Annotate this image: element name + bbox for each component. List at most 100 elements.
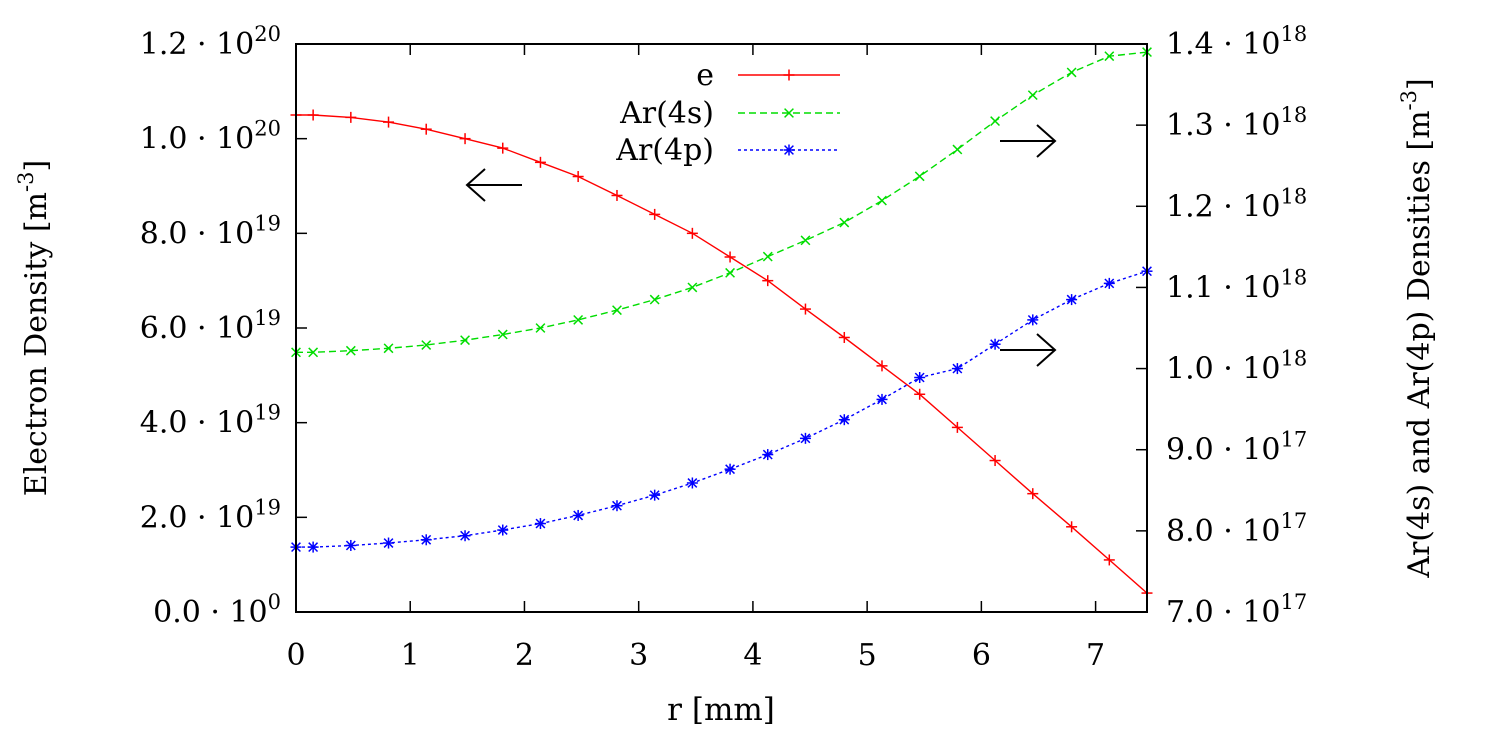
data-point bbox=[649, 294, 660, 305]
data-point bbox=[876, 393, 888, 405]
data-point bbox=[1103, 554, 1115, 566]
data-point bbox=[572, 509, 584, 521]
data-point bbox=[345, 345, 356, 356]
y-axis-label-left: Electron Density [m-3] bbox=[14, 160, 54, 496]
data-point bbox=[497, 329, 508, 340]
data-point bbox=[951, 421, 963, 433]
data-point bbox=[799, 303, 811, 315]
data-point bbox=[383, 116, 395, 128]
data-point bbox=[649, 489, 661, 501]
data-point bbox=[762, 275, 774, 287]
data-point bbox=[459, 133, 471, 145]
data-point bbox=[573, 314, 584, 325]
data-point bbox=[383, 537, 395, 549]
right-axis-arrow-upper bbox=[1000, 124, 1057, 158]
data-point bbox=[534, 518, 546, 530]
x-tick-label: 3 bbox=[629, 638, 648, 673]
y-left-tick-label: 1.0 · 1020 bbox=[140, 117, 281, 157]
data-point bbox=[1066, 67, 1077, 78]
series-line bbox=[296, 51, 1148, 353]
data-point bbox=[420, 123, 432, 135]
y-right-tick-label: 8.0 · 1017 bbox=[1166, 509, 1307, 549]
left-axis-arrow bbox=[465, 168, 522, 202]
data-point bbox=[421, 340, 432, 350]
data-point bbox=[914, 388, 926, 400]
data-point bbox=[534, 156, 546, 168]
data-point bbox=[876, 360, 888, 372]
data-point bbox=[725, 267, 735, 278]
series-layer bbox=[290, 47, 1153, 599]
data-point bbox=[1103, 277, 1115, 289]
data-point bbox=[535, 323, 546, 333]
x-tick-label: 7 bbox=[1086, 638, 1105, 673]
data-point bbox=[308, 347, 319, 358]
data-point bbox=[460, 335, 470, 346]
data-point bbox=[345, 539, 357, 551]
data-point bbox=[1027, 90, 1038, 101]
data-point bbox=[914, 171, 925, 182]
data-point bbox=[1066, 521, 1078, 533]
data-point bbox=[345, 111, 357, 123]
data-point bbox=[497, 142, 509, 154]
y-left-tick-label: 8.0 · 1019 bbox=[140, 211, 281, 251]
data-point bbox=[611, 189, 623, 201]
data-point bbox=[839, 217, 850, 228]
y-left-tick-label: 2.0 · 1019 bbox=[140, 495, 281, 535]
data-point bbox=[783, 69, 795, 81]
y-left-tick-label: 6.0 · 1019 bbox=[140, 306, 281, 346]
legend-label: Ar(4s) bbox=[619, 96, 714, 131]
data-point bbox=[686, 227, 698, 239]
data-point bbox=[762, 251, 773, 262]
y-axis-label-right: Ar(4s) and Ar(4p) Densities [m-3] bbox=[1397, 78, 1437, 578]
series-line bbox=[296, 114, 1148, 594]
x-tick-label: 1 bbox=[401, 638, 420, 673]
data-point bbox=[686, 477, 698, 489]
data-point bbox=[838, 414, 850, 426]
data-point bbox=[612, 305, 622, 316]
data-point bbox=[784, 108, 794, 118]
data-point bbox=[611, 500, 623, 512]
data-point bbox=[459, 530, 471, 542]
ticks-layer: 0 1 2 3 4 5 6 7 0.0 · 100 2.0 · 1019 4.0 · 1019 6.0… bbox=[140, 22, 1307, 673]
data-point bbox=[952, 144, 963, 155]
data-point bbox=[1027, 314, 1039, 326]
series-Ar(4p) bbox=[290, 265, 1153, 553]
series-line bbox=[296, 270, 1148, 548]
data-point bbox=[724, 251, 736, 263]
data-point bbox=[307, 109, 319, 121]
data-point bbox=[1066, 294, 1078, 306]
series-e bbox=[290, 109, 1153, 599]
legend: eAr(4s)Ar(4p) bbox=[615, 58, 840, 168]
y-right-tick-label: 7.0 · 1017 bbox=[1166, 590, 1307, 630]
y-left-tick-label: 0.0 · 100 bbox=[153, 590, 281, 630]
y-right-tick-label: 1.2 · 1018 bbox=[1166, 184, 1307, 224]
x-tick-label: 0 bbox=[286, 638, 305, 673]
data-point bbox=[989, 338, 1001, 350]
y-right-tick-label: 9.0 · 1017 bbox=[1166, 428, 1307, 468]
y-right-tick-label: 1.3 · 1018 bbox=[1166, 103, 1307, 143]
data-point bbox=[687, 282, 698, 293]
x-tick-label: 5 bbox=[858, 638, 877, 673]
x-tick-label: 6 bbox=[972, 638, 991, 673]
data-point bbox=[989, 455, 1001, 467]
data-point bbox=[762, 449, 774, 461]
data-point bbox=[724, 463, 736, 475]
legend-label: e bbox=[696, 58, 714, 93]
data-point bbox=[838, 331, 850, 343]
x-tick-label: 4 bbox=[743, 638, 762, 673]
data-point bbox=[383, 343, 394, 354]
data-point bbox=[951, 363, 963, 375]
data-point bbox=[877, 195, 887, 206]
y-left-tick-label: 1.2 · 1020 bbox=[140, 22, 281, 62]
series-Ar(4s) bbox=[291, 47, 1152, 358]
data-point bbox=[497, 524, 509, 536]
data-point bbox=[799, 432, 811, 444]
x-axis-label: r [mm] bbox=[667, 692, 775, 728]
y-right-tick-label: 1.1 · 1018 bbox=[1166, 265, 1307, 305]
right-axis-arrow-lower bbox=[1000, 333, 1057, 367]
data-point bbox=[649, 208, 661, 220]
data-point bbox=[800, 235, 811, 246]
data-point bbox=[307, 541, 319, 553]
data-point bbox=[572, 171, 584, 183]
